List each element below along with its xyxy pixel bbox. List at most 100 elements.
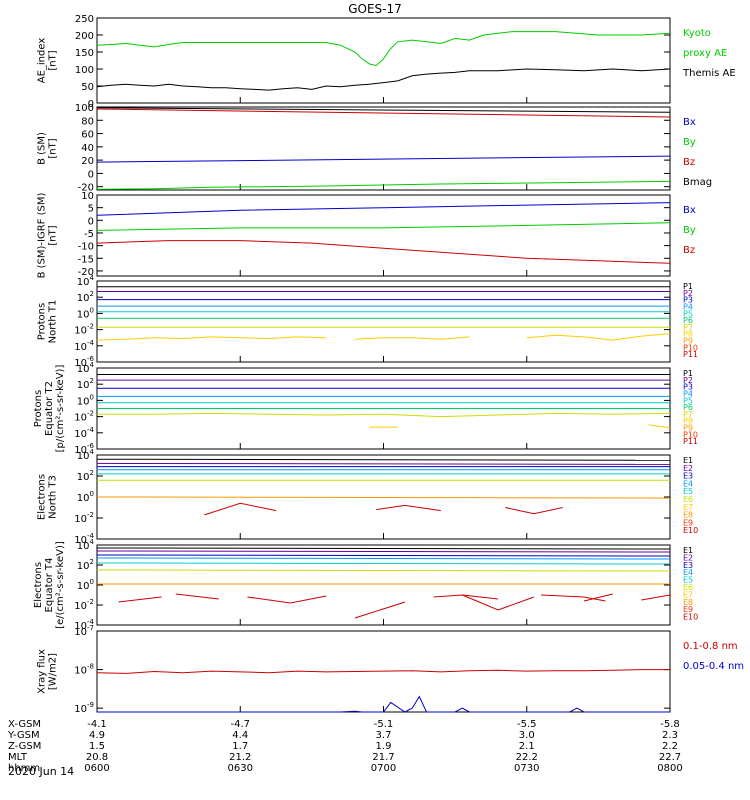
x-axis-value: 3.0 — [519, 730, 535, 741]
series-line-e10-seg-2- — [376, 504, 441, 512]
y-tick-label: 10-2 — [74, 511, 94, 525]
legend-entry: E8 — [683, 511, 693, 520]
y-tick-label: 250 — [75, 14, 94, 25]
legend-entry: P3 — [683, 296, 693, 305]
x-axis-value: -4.7 — [230, 719, 250, 730]
panel-frame — [96, 544, 671, 626]
legend-entry: E4 — [683, 568, 693, 577]
x-axis-value: 4.4 — [232, 730, 248, 741]
legend-entry: E10 — [683, 613, 698, 622]
y-tick-label: 5 — [88, 204, 94, 215]
y-tick-label: 100 — [77, 490, 94, 504]
legend-entry: P6 — [683, 316, 693, 325]
y-tick-label: 80 — [81, 116, 94, 127]
y-tick-label: 60 — [81, 130, 94, 141]
legend-entry: P10 — [683, 343, 698, 352]
legend-entry: E9 — [683, 518, 693, 527]
legend-entry: E9 — [683, 605, 693, 614]
y-tick-label: 20 — [81, 156, 94, 167]
legend-entry: Bx — [683, 205, 696, 216]
series-line-e7 — [96, 496, 671, 499]
series-line-p8-seg-2- — [354, 336, 470, 340]
y-axis-label: Protons — [37, 303, 48, 340]
y-axis-label: Equator T2 — [44, 381, 55, 436]
y-axis-label: B (SM)-IGRF (SM) — [37, 193, 48, 279]
legend-entry: By — [683, 225, 696, 236]
series-line-p8-seg-2- — [648, 424, 671, 429]
series-line-p7 — [97, 412, 671, 418]
series-line-e10-seg-7- — [541, 594, 606, 602]
x-axis-value: 0630 — [228, 763, 253, 774]
y-tick-label: -10 — [78, 242, 94, 253]
legend-entry: E1 — [683, 456, 693, 465]
y-axis-label: [p/(cm²-s-sr-keV)] — [55, 365, 66, 453]
legend-entry: E7 — [683, 503, 693, 512]
legend-entry: E3 — [683, 472, 693, 481]
panel-bigrf: -20 -15-10 -5 05 10 B (SM)-IGRF (SM) [nT] Bx By B… — [37, 191, 696, 278]
legend-entry: P8 — [683, 330, 693, 339]
series-line-kyoto-proxy-ae — [96, 31, 671, 67]
legend-entry: P7 — [683, 323, 693, 332]
y-axis-label: [W/m2] — [48, 653, 59, 690]
x-axis-value: 0730 — [514, 763, 539, 774]
legend-entry: P2 — [683, 289, 693, 298]
series-line-e10-seg-8- — [583, 593, 613, 602]
y-tick-label: 10-7 — [74, 624, 94, 638]
series-line-e10-seg-3- — [505, 507, 563, 515]
x-axis-value: 2.3 — [662, 730, 678, 741]
series-line-e4 — [96, 557, 671, 560]
legend-entry: P9 — [683, 424, 693, 433]
legend-entry: P10 — [683, 430, 698, 439]
series-line-e10-seg-3- — [247, 595, 327, 604]
y-tick-label: 100 — [75, 103, 94, 114]
y-tick-label: 104 — [77, 448, 95, 462]
y-tick-label: 100 — [77, 306, 94, 320]
x-axis-value: 0800 — [657, 763, 682, 774]
legend-entry: Bx — [683, 117, 696, 128]
x-axis-table: X-GSM -4.1 -4.7 -5.1 -5.5 -5.8 Y-GSM 4.9 4.4 3.7 3… — [7, 719, 683, 774]
x-axis-row-label: MLT — [8, 752, 28, 763]
y-tick-label: 10-2 — [74, 410, 94, 424]
y-tick-label: 0 — [88, 99, 94, 110]
legend-entry: E1 — [683, 546, 693, 555]
chart-title: GOES-17 — [348, 2, 402, 16]
y-tick-label: 100 — [77, 578, 94, 592]
y-axis-label: [nT] — [48, 138, 59, 158]
legend-entry: P1 — [683, 369, 693, 378]
panel-xray: 10-7 10-8 10-9 Xray flux [W/m2] 0.1-0.8 nm 0.0… — [37, 624, 745, 715]
legend-entry: P7 — [683, 410, 693, 419]
panel-frame — [96, 17, 671, 104]
y-axis-label: Electrons — [33, 562, 44, 608]
legend-entry: P11 — [683, 437, 698, 446]
y-tick-label: 200 — [75, 31, 94, 42]
legend-entry: E3 — [683, 561, 693, 570]
series-line-by — [96, 180, 671, 190]
legend-entry: proxy AE — [683, 48, 727, 59]
y-tick-label: 50 — [81, 82, 94, 93]
series-line-e6 — [96, 569, 671, 572]
legend-entry: Themis AE — [682, 68, 736, 79]
series-line-e1 — [96, 547, 671, 550]
y-axis-label: [nT] — [48, 225, 59, 245]
y-tick-label: -20 — [78, 183, 94, 194]
series-line-e5 — [96, 562, 671, 565]
x-axis-value: 20.8 — [86, 752, 108, 763]
legend-entry: E2 — [683, 464, 693, 473]
x-axis-row-label: Z-GSM — [8, 741, 41, 752]
legend-entry: E7 — [683, 590, 693, 599]
legend-entry: Kyoto — [683, 28, 711, 39]
x-axis-value: 0700 — [371, 763, 396, 774]
y-tick-label: 104 — [77, 361, 95, 375]
series-line-e1 — [96, 458, 671, 461]
x-axis-value: 22.2 — [516, 752, 538, 763]
y-tick-label: 10-2 — [74, 323, 94, 337]
x-axis-value: 21.2 — [229, 752, 251, 763]
legend-entry: P4 — [683, 389, 693, 398]
legend-entry: P1 — [683, 282, 693, 291]
y-tick-label: 102 — [77, 558, 94, 572]
series-line-p8-seg-3- — [526, 333, 671, 341]
legend-entry: 0.05-0.4 nm — [683, 661, 744, 672]
legend-entry: 0.1-0.8 nm — [683, 641, 738, 652]
y-tick-label: -5 — [84, 229, 94, 240]
legend-entry: P5 — [683, 396, 693, 405]
